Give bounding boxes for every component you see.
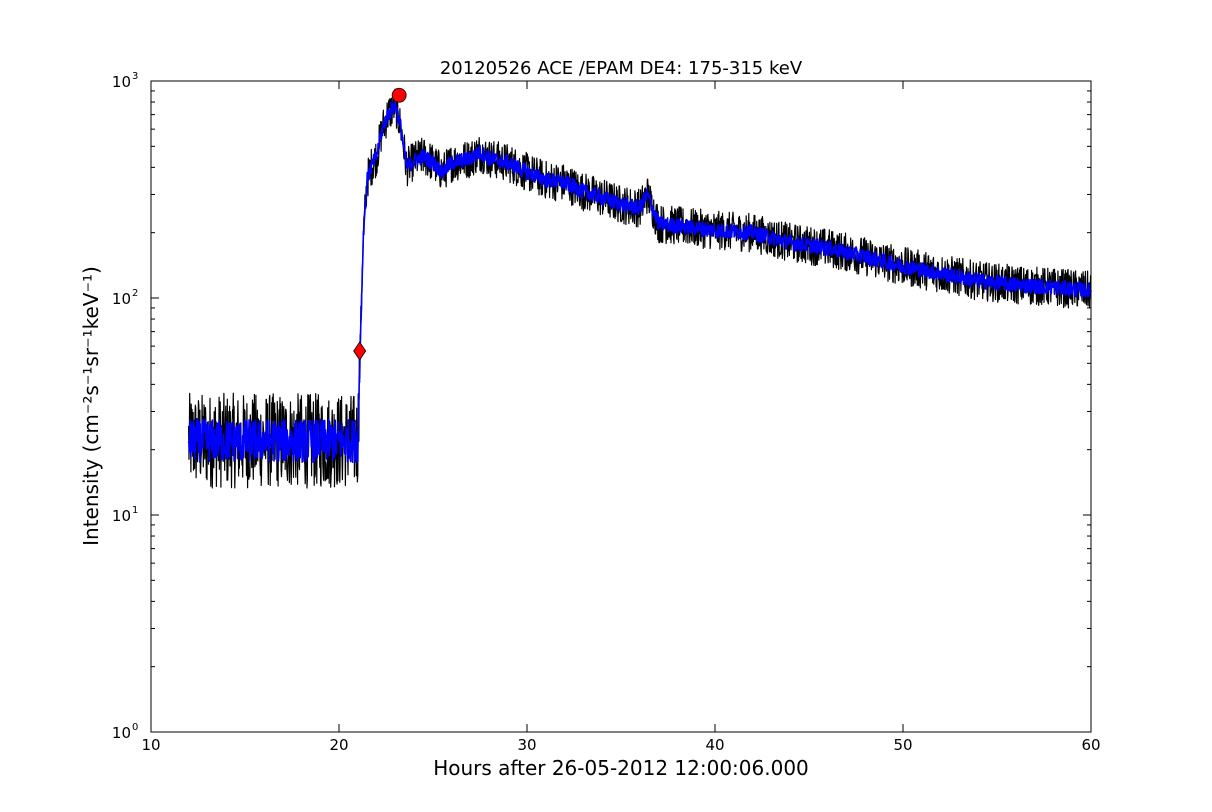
x-tick-label: 20 — [329, 736, 348, 754]
y-tick-exponent: 2 — [132, 288, 138, 299]
x-axis: 10 20 30 40 50 60 — [141, 81, 1101, 754]
plot-frame — [150, 80, 1092, 733]
y-tick-label: 10 — [112, 507, 131, 525]
y-tick-exponent: 0 — [132, 722, 138, 733]
plot-background — [151, 81, 1091, 732]
marker-layer — [353, 87, 407, 361]
x-tick-label: 40 — [705, 736, 724, 754]
y-tick-label: 10 — [112, 73, 131, 91]
x-tick-label: 50 — [893, 736, 912, 754]
x-tick-label: 30 — [517, 736, 536, 754]
series-line-smoothed — [187, 100, 1092, 464]
chart-title: 20120526 ACE /EPAM DE4: 175-315 keV — [440, 58, 803, 79]
y-tick-exponent: 1 — [132, 505, 138, 516]
onset-marker — [353, 341, 367, 361]
x-axis-label: Hours after 26-05-2012 12:00:06.000 — [433, 756, 809, 780]
y-tick-exponent: 3 — [132, 71, 138, 82]
y-tick-label: 10 — [112, 290, 131, 308]
y-tick-label: 10 — [112, 724, 131, 742]
x-tick-label: 60 — [1081, 736, 1100, 754]
y-axis-label: Intensity (cm⁻²s⁻¹sr⁻¹keV⁻¹) — [79, 266, 103, 546]
series-layer — [187, 88, 1092, 489]
plot-area — [150, 80, 1092, 733]
peak-marker — [391, 87, 407, 103]
x-tick-label: 10 — [141, 736, 160, 754]
